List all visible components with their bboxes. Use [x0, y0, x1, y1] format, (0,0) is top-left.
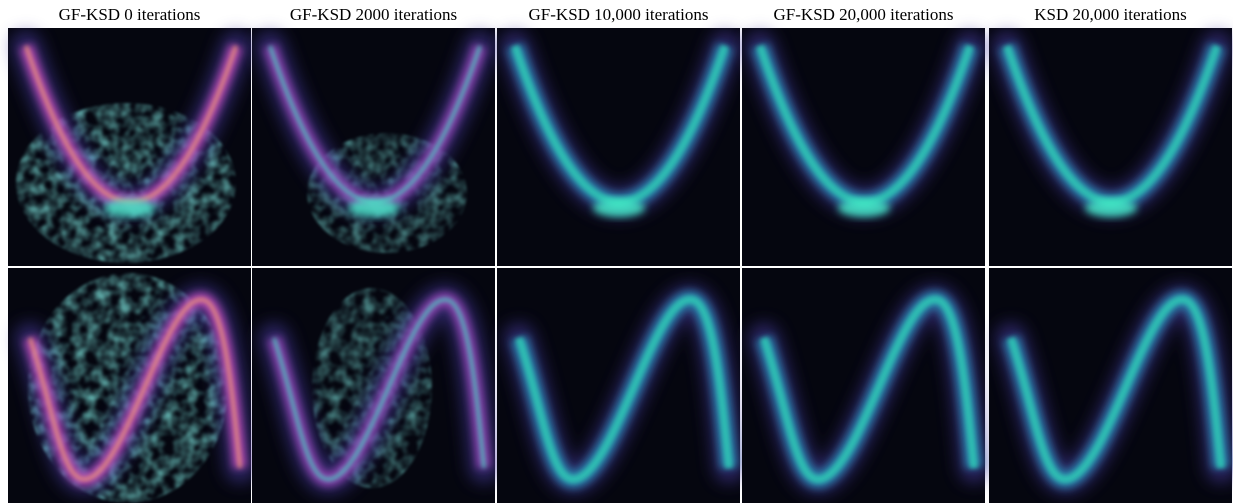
panels: [8, 28, 1233, 503]
density-peak: [838, 199, 890, 217]
column-title: GF-KSD 0 iterations: [59, 5, 201, 24]
density-core: [515, 295, 733, 484]
column-title: GF-KSD 10,000 iterations: [529, 5, 709, 24]
density-core: [760, 295, 978, 484]
density-peak: [104, 199, 156, 217]
panel: [8, 268, 255, 503]
panel: [497, 28, 740, 266]
density-peak: [1085, 199, 1137, 217]
panel: [742, 28, 985, 266]
column-title: GF-KSD 20,000 iterations: [774, 5, 954, 24]
panel: [989, 28, 1232, 266]
panel: [989, 268, 1233, 503]
column-title: GF-KSD 2000 iterations: [290, 5, 457, 24]
density-peak: [348, 199, 400, 217]
panel: [742, 268, 989, 503]
density-core: [272, 297, 486, 482]
column-titles: GF-KSD 0 iterations GF-KSD 2000 iteration…: [59, 5, 1187, 24]
panel: [252, 28, 495, 266]
density-core: [28, 297, 242, 482]
panel: [8, 28, 251, 266]
density-core: [1007, 295, 1225, 484]
panel: [497, 268, 744, 503]
column-title: KSD 20,000 iterations: [1034, 5, 1187, 24]
panel: [252, 268, 499, 503]
density-peak: [593, 199, 645, 217]
